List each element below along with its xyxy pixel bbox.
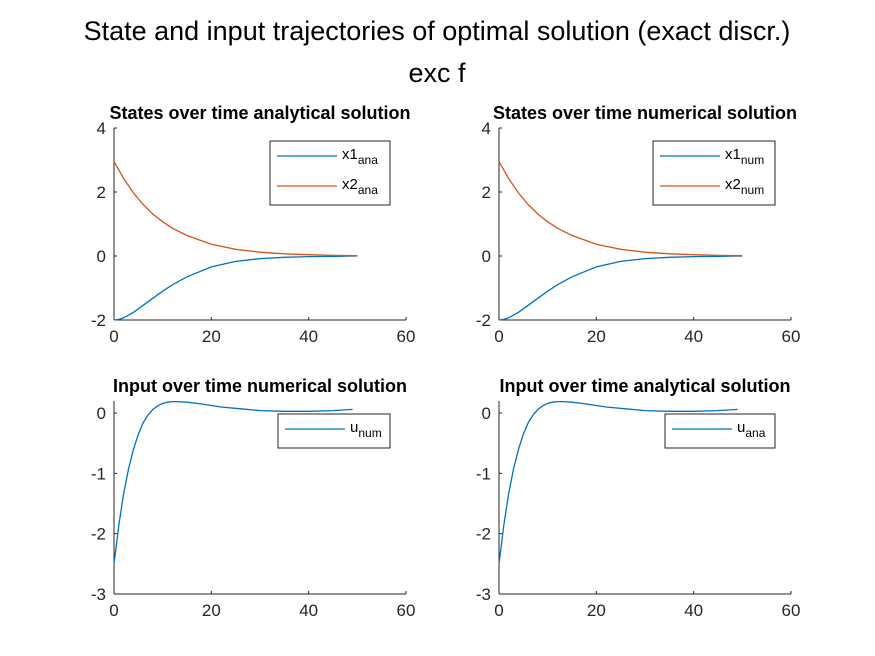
legend-entry-subscript: ana bbox=[358, 183, 378, 197]
y-tick-label: 4 bbox=[482, 119, 491, 138]
x-tick-label: 40 bbox=[684, 327, 703, 346]
panel-input-numerical: 0 20 40 60 -3 -2 -1 0 Input over time numerical … bbox=[91, 376, 416, 620]
legend-entry-subscript: ana bbox=[358, 153, 378, 167]
y-tick-label: 0 bbox=[97, 404, 106, 423]
x-tick-label: 40 bbox=[299, 601, 318, 620]
y-tick-label: 0 bbox=[482, 404, 491, 423]
legend-box bbox=[269, 140, 391, 206]
legend-entry: unum bbox=[350, 419, 382, 440]
x-tick-label: 20 bbox=[587, 327, 606, 346]
y-tick-label: -2 bbox=[476, 525, 491, 544]
y-tick-label: 0 bbox=[482, 247, 491, 266]
legend-entry: x2num bbox=[725, 176, 764, 197]
x-tick-label: 0 bbox=[109, 601, 118, 620]
series-line-x1-num bbox=[498, 255, 743, 321]
x-tick-label: 40 bbox=[684, 601, 703, 620]
x-tick-label: 0 bbox=[494, 327, 503, 346]
y-tick-label: -1 bbox=[476, 464, 491, 483]
figure-title-line-2: exc f bbox=[408, 58, 466, 88]
x-tick-label: 40 bbox=[299, 327, 318, 346]
legend-entry: uana bbox=[737, 419, 766, 440]
panel-title: States over time analytical solution bbox=[109, 103, 410, 123]
figure-title-line-1: State and input trajectories of optimal … bbox=[84, 16, 791, 46]
y-tick-label: -2 bbox=[91, 525, 106, 544]
series-line-u-ana bbox=[498, 400, 738, 564]
legend-entry-name: x1 bbox=[725, 146, 741, 163]
legend-box bbox=[277, 413, 391, 449]
legend-entry-subscript: num bbox=[358, 426, 381, 440]
legend-entry-subscript: ana bbox=[745, 426, 765, 440]
x-tick-label: 0 bbox=[494, 601, 503, 620]
legend-entry-subscript: num bbox=[741, 183, 764, 197]
panel-input-analytical: 0 20 40 60 -3 -2 -1 0 Input over time analytical… bbox=[476, 376, 801, 620]
series-line-x2-ana bbox=[113, 161, 358, 257]
series-line-u-num bbox=[113, 400, 353, 564]
legend-entry-name: u bbox=[737, 419, 745, 436]
x-tick-label: 0 bbox=[109, 327, 118, 346]
legend-entry-name: u bbox=[350, 419, 358, 436]
y-tick-label: -2 bbox=[91, 311, 106, 330]
x-tick-label: 60 bbox=[397, 601, 416, 620]
x-tick-label: 20 bbox=[202, 601, 221, 620]
legend-entry: x1num bbox=[725, 146, 764, 167]
x-tick-label: 20 bbox=[587, 601, 606, 620]
y-tick-label: 2 bbox=[97, 183, 106, 202]
series-line-x2-num bbox=[498, 161, 743, 257]
x-tick-label: 20 bbox=[202, 327, 221, 346]
y-tick-label: 2 bbox=[482, 183, 491, 202]
x-tick-label: 60 bbox=[782, 327, 801, 346]
legend: uana bbox=[664, 413, 776, 449]
y-tick-label: -3 bbox=[476, 585, 491, 604]
legend-entry-name: x1 bbox=[342, 146, 358, 163]
legend-box bbox=[664, 413, 776, 449]
series-line-x1-ana bbox=[113, 255, 358, 321]
panel-title: Input over time numerical solution bbox=[113, 376, 407, 396]
legend-entry-name: x2 bbox=[725, 176, 741, 193]
y-tick-label: -2 bbox=[476, 311, 491, 330]
legend-box bbox=[652, 140, 776, 206]
y-tick-label: 0 bbox=[97, 247, 106, 266]
legend-entry-name: x2 bbox=[342, 176, 358, 193]
legend: unum bbox=[277, 413, 391, 449]
x-tick-label: 60 bbox=[782, 601, 801, 620]
legend-entry-subscript: num bbox=[741, 153, 764, 167]
y-tick-label: -1 bbox=[91, 464, 106, 483]
y-tick-label: 4 bbox=[97, 119, 106, 138]
x-tick-label: 60 bbox=[397, 327, 416, 346]
panel-title: States over time numerical solution bbox=[493, 103, 797, 123]
y-tick-label: -3 bbox=[91, 585, 106, 604]
panel-title: Input over time analytical solution bbox=[499, 376, 790, 396]
legend-entry: x1ana bbox=[342, 146, 378, 167]
legend-entry: x2ana bbox=[342, 176, 378, 197]
